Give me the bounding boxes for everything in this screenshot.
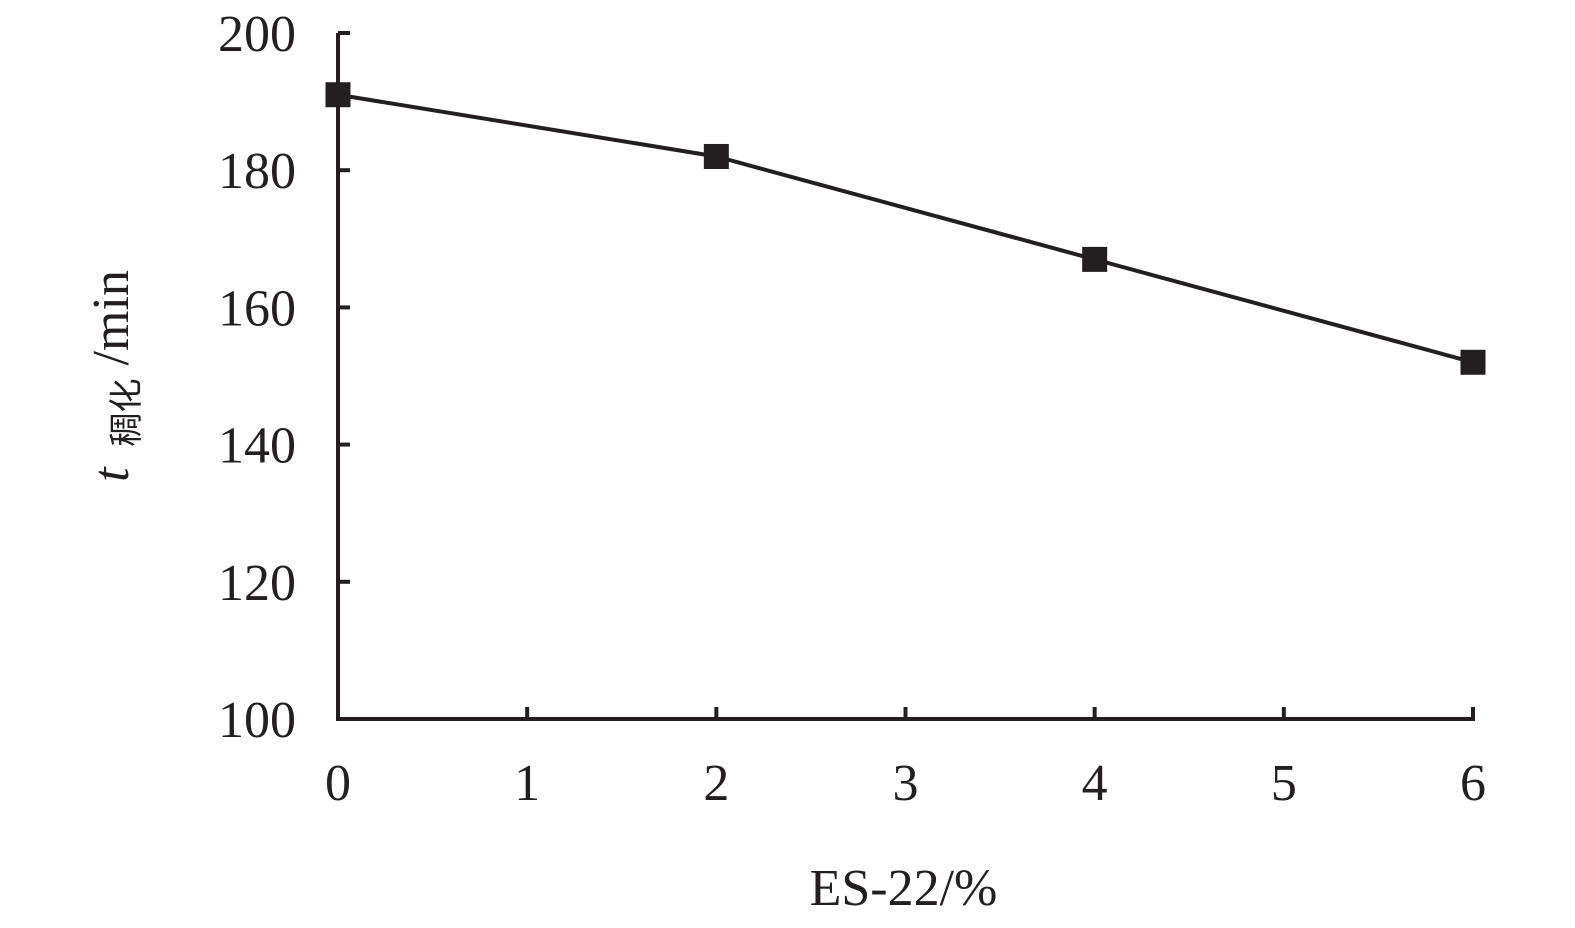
axes: 100 120 140 160 180 200 0 1 2 3 4 5 6 — [218, 6, 1486, 812]
x-tick-label: 6 — [1460, 755, 1486, 812]
x-tick-label: 2 — [703, 755, 729, 812]
y-tick-label: 200 — [218, 6, 296, 63]
data-point-marker — [325, 82, 351, 108]
x-tick-label: 5 — [1271, 755, 1297, 812]
y-tick-label: 180 — [218, 143, 296, 200]
y-tick-label: 100 — [218, 692, 296, 749]
y-axis-title: t 稠化 /min — [83, 270, 150, 482]
plot-area — [325, 82, 1486, 375]
series-line — [337, 92, 1474, 365]
x-tick-label: 3 — [893, 755, 919, 812]
x-tick-label: 0 — [325, 755, 351, 812]
y-axis-title-unit: /min — [83, 270, 140, 365]
y-axis-title-subscript: 稠化 — [108, 378, 146, 446]
data-point-marker — [1460, 349, 1486, 375]
y-tick-label: 140 — [218, 418, 296, 475]
data-point-marker — [1082, 246, 1108, 272]
y-axis-ticks: 100 120 140 160 180 200 — [218, 6, 350, 749]
x-axis-ticks: 0 1 2 3 4 5 6 — [325, 707, 1486, 812]
x-tick-label: 1 — [514, 755, 540, 812]
y-tick-label: 160 — [218, 280, 296, 337]
x-tick-label: 4 — [1082, 755, 1108, 812]
y-axis-title-variable: t — [83, 466, 140, 482]
y-tick-label: 120 — [218, 555, 296, 612]
x-axis-title: ES-22/% — [810, 860, 998, 917]
data-point-marker — [703, 143, 729, 169]
